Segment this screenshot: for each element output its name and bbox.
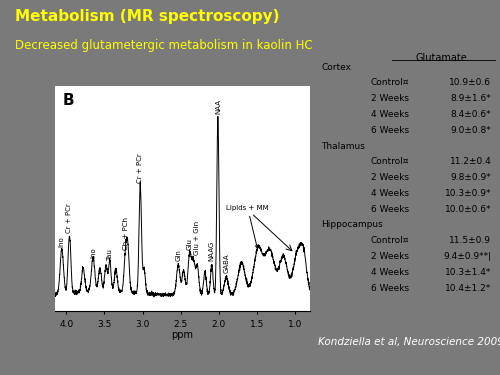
Text: NAA: NAA <box>215 99 221 114</box>
Text: Ch + PCh: Ch + PCh <box>123 217 129 250</box>
Text: Glu + Gln: Glu + Gln <box>194 221 200 255</box>
Text: NAAG: NAAG <box>209 241 215 261</box>
Text: GABA: GABA <box>224 254 230 273</box>
Text: 2 Weeks: 2 Weeks <box>371 94 409 103</box>
Text: Gln: Gln <box>176 249 182 261</box>
Text: 6 Weeks: 6 Weeks <box>371 126 409 135</box>
Text: Glu: Glu <box>186 238 192 250</box>
Text: 8.4±0.6*: 8.4±0.6* <box>451 110 492 119</box>
Text: Glutamate: Glutamate <box>416 53 468 63</box>
Text: 10.3±1.4*: 10.3±1.4* <box>445 268 492 277</box>
Text: 10.0±0.6*: 10.0±0.6* <box>445 205 492 214</box>
Text: Control¤: Control¤ <box>371 236 409 245</box>
X-axis label: ppm: ppm <box>172 330 194 340</box>
Text: 9.4±0.9**|: 9.4±0.9**| <box>444 252 492 261</box>
Text: Hippocampus: Hippocampus <box>321 220 383 230</box>
Text: 2 Weeks: 2 Weeks <box>371 173 409 182</box>
Text: Control¤: Control¤ <box>371 78 409 87</box>
Text: Lipids + MM: Lipids + MM <box>226 205 269 248</box>
Text: 4 Weeks: 4 Weeks <box>371 110 409 119</box>
Text: 9.0±0.8*: 9.0±0.8* <box>450 126 492 135</box>
Text: 10.3±0.9*: 10.3±0.9* <box>445 189 492 198</box>
Text: 10.9±0.6: 10.9±0.6 <box>450 78 492 87</box>
Text: Control¤: Control¤ <box>371 158 409 166</box>
Text: 9.8±0.9*: 9.8±0.9* <box>450 173 492 182</box>
Text: Thalamus: Thalamus <box>321 141 365 150</box>
Text: 8.9±1.6*: 8.9±1.6* <box>450 94 492 103</box>
Text: Cortex: Cortex <box>321 63 351 72</box>
Text: Cr + PCr: Cr + PCr <box>138 153 143 183</box>
Text: Ino: Ino <box>59 236 65 247</box>
Text: 6 Weeks: 6 Weeks <box>371 205 409 214</box>
Text: 10.4±1.2*: 10.4±1.2* <box>445 284 492 292</box>
Text: Decreased glutametergic metabolism in kaolin HC: Decreased glutametergic metabolism in ka… <box>15 39 312 53</box>
Text: B: B <box>62 93 74 108</box>
Text: Ino: Ino <box>90 248 96 258</box>
Text: 11.2±0.4: 11.2±0.4 <box>450 158 492 166</box>
Text: 6 Weeks: 6 Weeks <box>371 284 409 292</box>
Text: Cr + PCr: Cr + PCr <box>66 204 72 233</box>
Text: Kondziella et al, Neuroscience 2009: Kondziella et al, Neuroscience 2009 <box>318 337 500 347</box>
Text: 2 Weeks: 2 Weeks <box>371 252 409 261</box>
Text: 11.5±0.9: 11.5±0.9 <box>450 236 492 245</box>
Text: 4 Weeks: 4 Weeks <box>371 189 409 198</box>
Text: 4 Weeks: 4 Weeks <box>371 268 409 277</box>
Text: Tau: Tau <box>107 249 113 261</box>
Text: Metabolism (MR spectroscopy): Metabolism (MR spectroscopy) <box>15 9 280 24</box>
